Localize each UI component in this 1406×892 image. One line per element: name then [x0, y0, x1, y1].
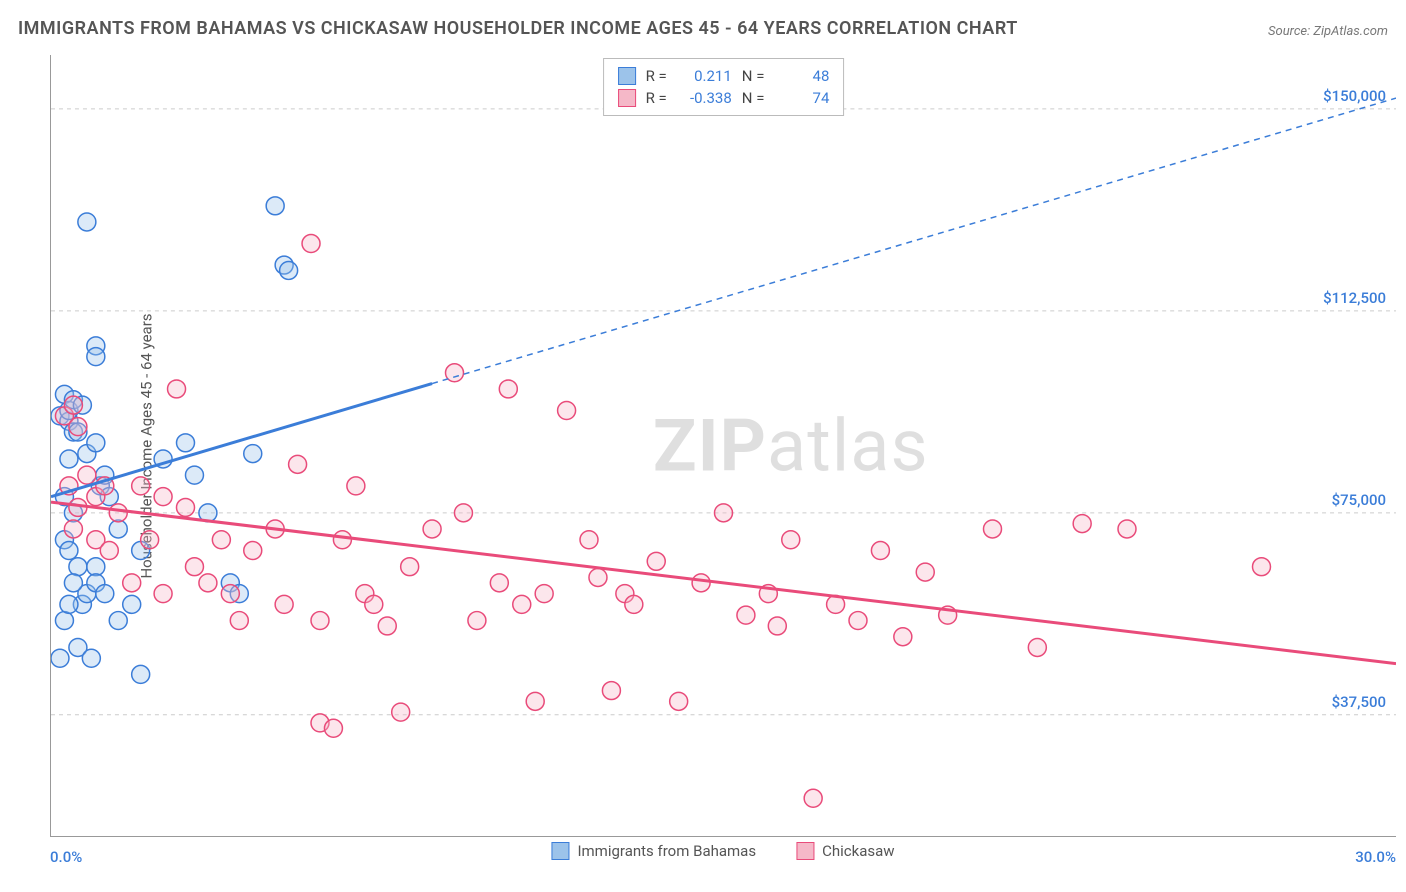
- plot-area: $37,500 $75,000 $112,500 $150,000 R = 0.211…: [50, 55, 1396, 837]
- legend-item-bahamas: Immigrants from Bahamas: [551, 842, 756, 860]
- x-max-label: 30.0%: [1355, 848, 1396, 866]
- x-axis-labels: 0.0% Immigrants from Bahamas Chickasaw 3…: [50, 842, 1396, 872]
- stats-row-chickasaw: R = -0.338 N = 74: [618, 87, 830, 109]
- n-label: N =: [742, 67, 765, 85]
- legend-swatch-chickasaw-icon: [796, 842, 814, 860]
- swatch-chickasaw-icon: [618, 89, 636, 107]
- legend-label-bahamas: Immigrants from Bahamas: [577, 842, 756, 860]
- n-label: N =: [742, 89, 765, 107]
- r-label: R =: [646, 89, 667, 107]
- bottom-legend: Immigrants from Bahamas Chickasaw: [551, 842, 894, 860]
- chart-title: IMMIGRANTS FROM BAHAMAS VS CHICKASAW HOU…: [18, 18, 1018, 39]
- svg-text:$75,000: $75,000: [1332, 491, 1386, 509]
- r-label: R =: [646, 67, 667, 85]
- svg-text:$112,500: $112,500: [1323, 289, 1386, 307]
- n-value-chickasaw: 74: [774, 89, 829, 107]
- legend-swatch-bahamas-icon: [551, 842, 569, 860]
- x-min-label: 0.0%: [50, 848, 82, 866]
- legend-label-chickasaw: Chickasaw: [822, 842, 894, 860]
- svg-text:$150,000: $150,000: [1323, 87, 1386, 105]
- source-attribution: Source: ZipAtlas.com: [1268, 24, 1388, 39]
- swatch-bahamas-icon: [618, 67, 636, 85]
- correlation-stats-box: R = 0.211 N = 48 R = -0.338 N = 74: [603, 58, 845, 116]
- legend-item-chickasaw: Chickasaw: [796, 842, 894, 860]
- chart-container: IMMIGRANTS FROM BAHAMAS VS CHICKASAW HOU…: [0, 0, 1406, 892]
- r-value-chickasaw: -0.338: [677, 89, 732, 107]
- plot-svg: $37,500 $75,000 $112,500 $150,000: [51, 55, 1396, 836]
- r-value-bahamas: 0.211: [677, 67, 732, 85]
- n-value-bahamas: 48: [774, 67, 829, 85]
- stats-row-bahamas: R = 0.211 N = 48: [618, 65, 830, 87]
- svg-text:$37,500: $37,500: [1332, 693, 1386, 711]
